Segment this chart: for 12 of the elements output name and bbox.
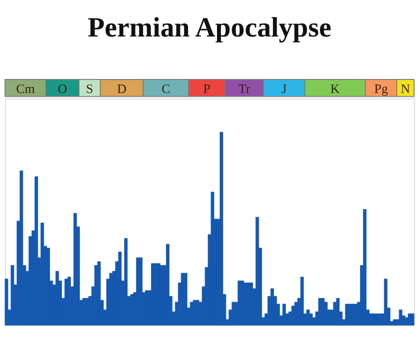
series-label: P: [203, 80, 210, 96]
series-label: Tr: [238, 80, 251, 96]
series-label: D: [117, 80, 126, 96]
series-label: C: [162, 80, 170, 96]
series-label: N: [400, 80, 411, 96]
series-label: S: [86, 80, 94, 96]
series-label: Cm: [16, 80, 35, 96]
series-label: Pg: [374, 80, 388, 96]
series-label: O: [58, 80, 68, 96]
series-label: K: [330, 80, 340, 96]
chart-title: Permian Apocalypse: [88, 12, 332, 44]
series-label: J: [282, 80, 287, 96]
